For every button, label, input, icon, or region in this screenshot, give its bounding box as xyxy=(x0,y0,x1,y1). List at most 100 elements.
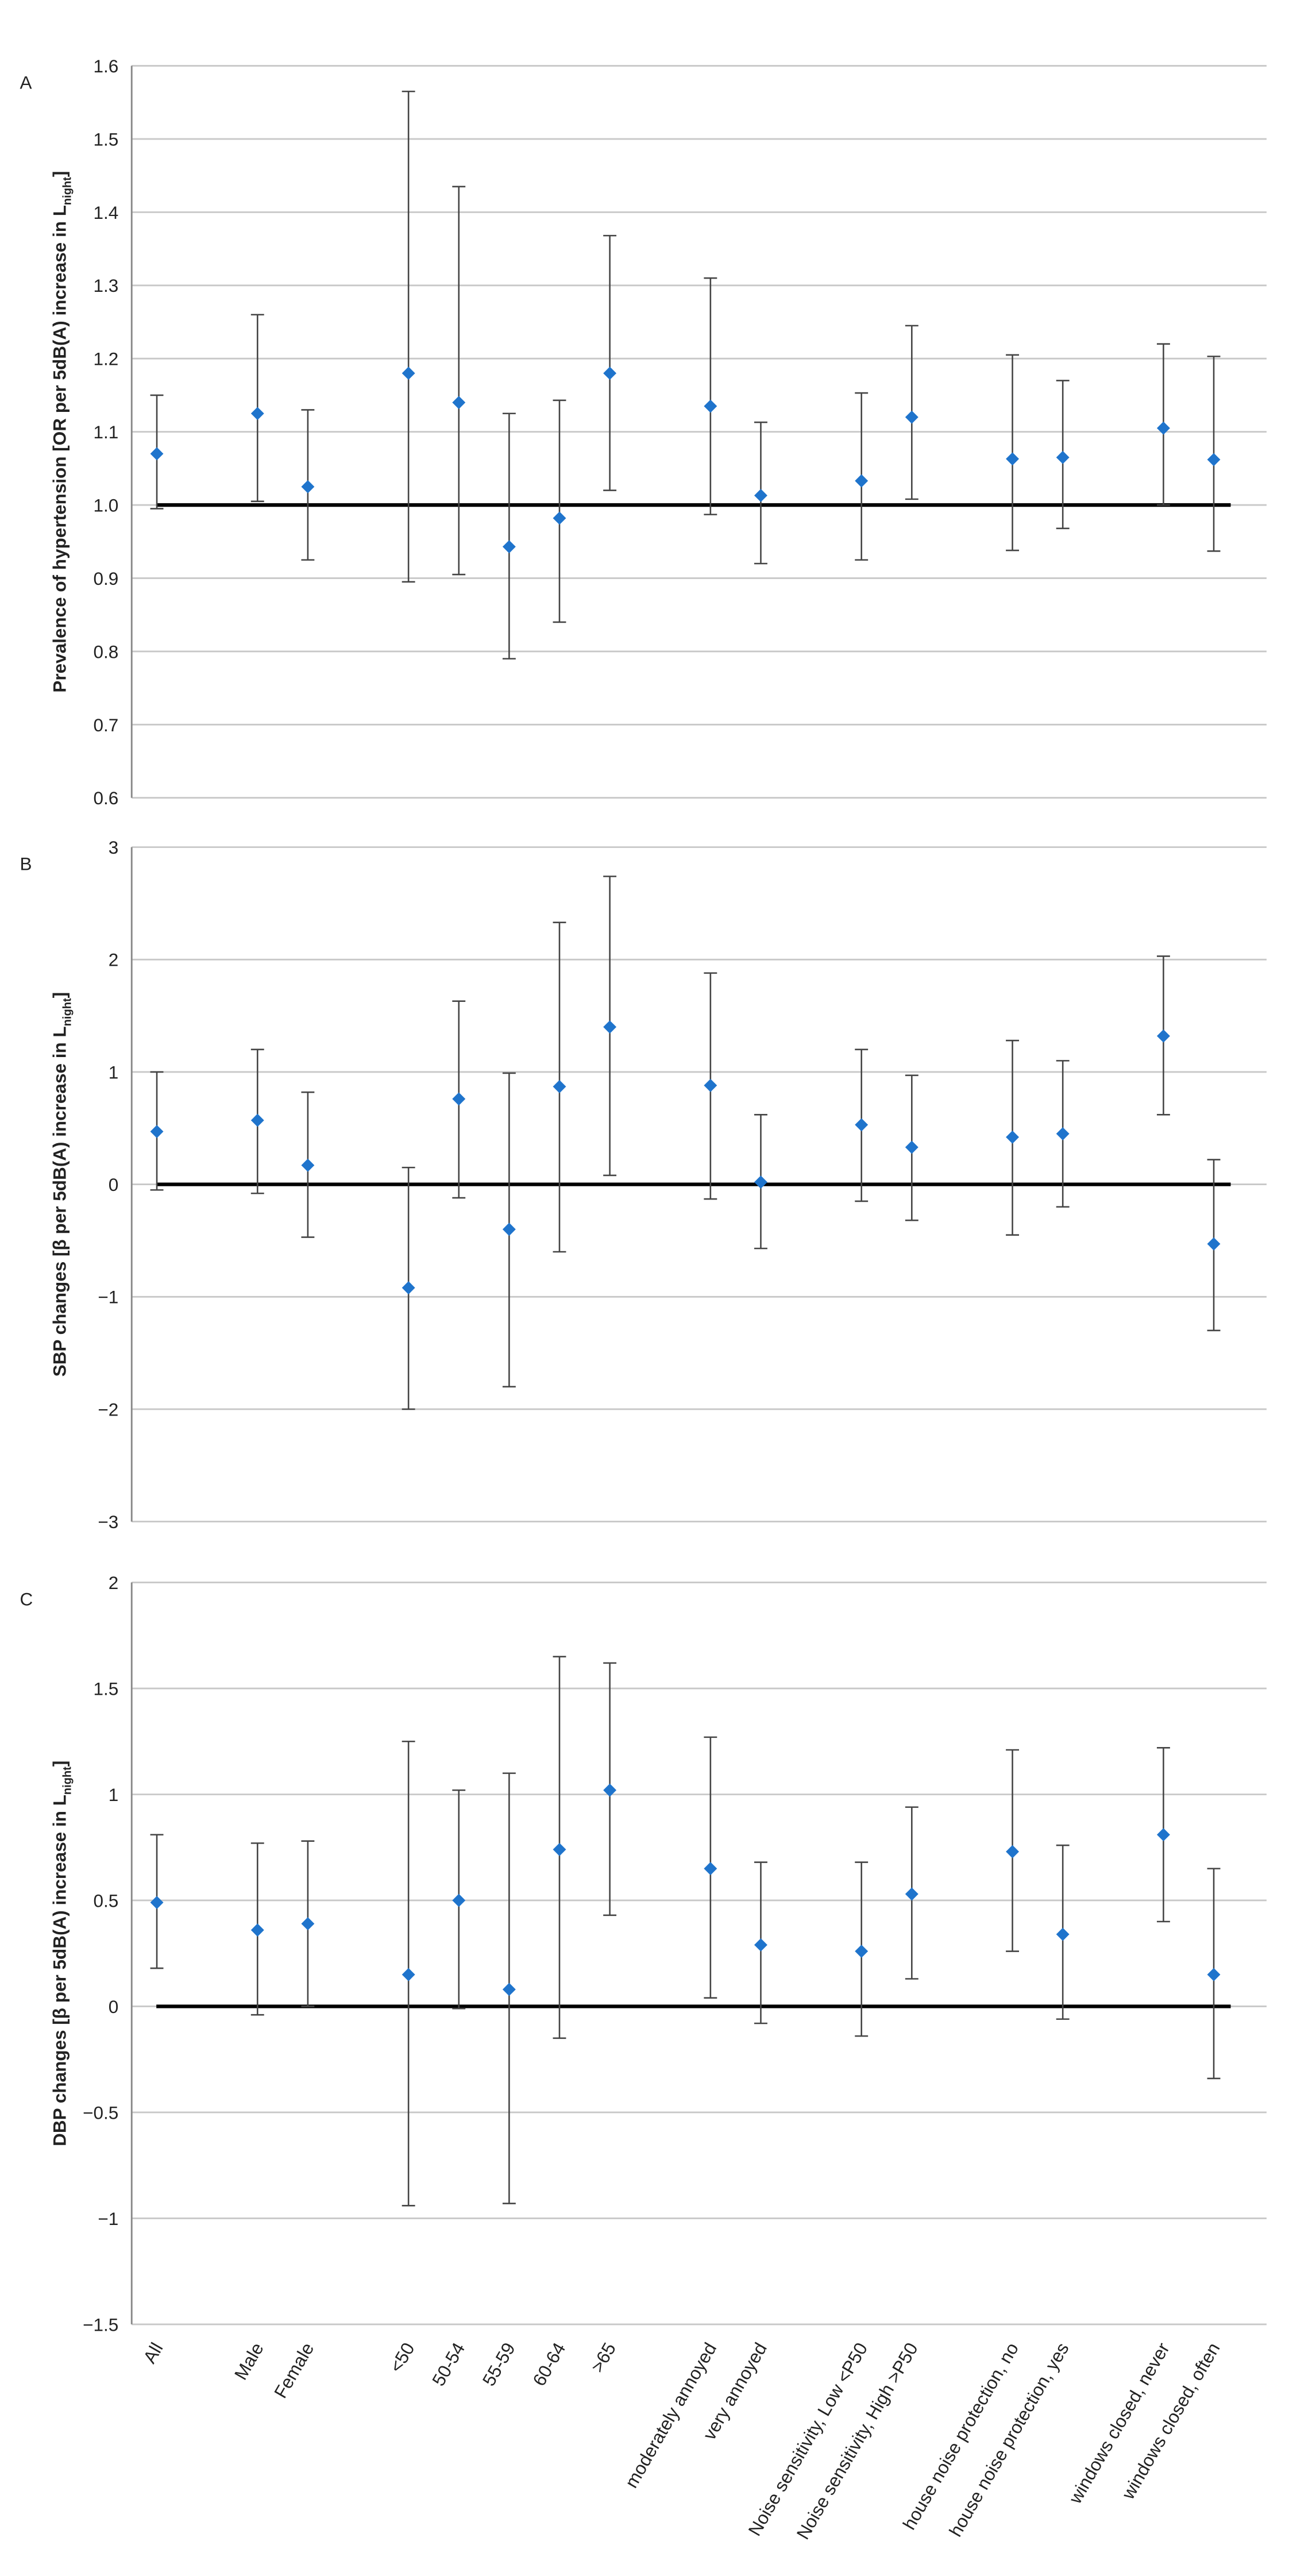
data-point xyxy=(704,1862,717,1876)
data-point xyxy=(250,1113,264,1127)
data-point xyxy=(452,1092,466,1106)
x-tick-label: windows closed, often xyxy=(1117,2339,1224,2503)
data-point xyxy=(1006,1845,1020,1858)
y-axis-label-main: Prevalence of hypertension [OR per 5dB(A… xyxy=(49,205,70,693)
data-point xyxy=(502,1223,516,1236)
data-point xyxy=(704,399,717,413)
y-tick-label: −3 xyxy=(98,1511,118,1532)
y-axis-label-sub: night xyxy=(61,1767,74,1795)
y-axis-label-end: ] xyxy=(49,171,70,178)
y-axis-label: DBP changes [β per 5dB(A) increase in Ln… xyxy=(49,1761,74,2146)
y-tick-label: 2 xyxy=(109,950,119,970)
data-point xyxy=(905,1887,919,1901)
error-bar xyxy=(603,234,617,491)
x-tick-label: Female xyxy=(270,2339,318,2401)
data-point xyxy=(553,1842,566,1856)
x-tick-label: 50-54 xyxy=(428,2339,469,2389)
data-point xyxy=(603,367,617,380)
data-point xyxy=(855,1945,869,1958)
error-bar xyxy=(402,90,415,583)
y-axis-label-end: ] xyxy=(49,1761,70,1767)
error-bar xyxy=(553,399,566,623)
data-point xyxy=(402,1968,415,1981)
data-point xyxy=(402,1281,415,1295)
data-point xyxy=(1156,421,1170,435)
data-point xyxy=(150,1125,164,1139)
y-tick-label: 1.5 xyxy=(94,129,119,149)
data-point xyxy=(855,1118,869,1132)
x-tick-label: 55-59 xyxy=(478,2339,519,2389)
y-tick-label: 1.4 xyxy=(94,202,119,223)
data-point xyxy=(553,511,566,525)
data-point xyxy=(1156,1029,1170,1043)
x-tick-label: <50 xyxy=(385,2339,419,2376)
data-point xyxy=(1207,1968,1221,1981)
data-point xyxy=(905,1140,919,1154)
error-bar xyxy=(452,186,466,576)
y-axis-label-sub: night xyxy=(61,998,74,1026)
y-tick-label: −1 xyxy=(98,2208,118,2229)
error-bar xyxy=(704,277,717,515)
y-tick-label: 0 xyxy=(109,1174,119,1195)
data-point xyxy=(754,489,767,502)
data-point xyxy=(1156,1828,1170,1842)
y-tick-label: 1 xyxy=(109,1784,119,1805)
data-point xyxy=(553,1079,566,1093)
data-point xyxy=(1056,1127,1070,1141)
y-tick-label: 0.7 xyxy=(94,715,119,735)
data-point xyxy=(250,407,264,421)
x-tick-label: Male xyxy=(230,2339,267,2383)
error-bar xyxy=(502,412,516,660)
data-point xyxy=(250,1923,264,1937)
data-point xyxy=(301,1158,315,1172)
y-tick-label: 1.1 xyxy=(94,422,119,442)
y-tick-label: 1.0 xyxy=(94,495,119,516)
y-tick-label: 0.6 xyxy=(94,788,119,808)
data-point xyxy=(754,1938,767,1952)
y-tick-label: 1.6 xyxy=(94,56,119,76)
data-point xyxy=(704,1078,717,1092)
y-tick-label: 3 xyxy=(109,837,119,858)
y-tick-label: 0.8 xyxy=(94,641,119,662)
y-tick-label: 1.5 xyxy=(94,1678,119,1699)
data-point xyxy=(1207,453,1221,466)
data-point xyxy=(905,410,919,424)
x-tick-label: 60-64 xyxy=(528,2339,569,2389)
y-tick-label: −0.5 xyxy=(83,2102,118,2123)
y-tick-label: 1.2 xyxy=(94,349,119,369)
y-tick-label: 2 xyxy=(109,1572,119,1593)
data-point xyxy=(754,1175,767,1189)
data-point xyxy=(301,480,315,493)
x-tick-label: >65 xyxy=(586,2339,620,2376)
data-point xyxy=(603,1020,617,1034)
data-point xyxy=(301,1917,315,1931)
data-point xyxy=(1006,452,1020,466)
panel-label: A xyxy=(20,72,32,93)
y-tick-label: 1 xyxy=(109,1062,119,1082)
data-point xyxy=(452,1894,466,1907)
x-tick-label: moderately annoyed xyxy=(621,2339,721,2491)
y-axis-label-end: ] xyxy=(49,992,70,998)
data-point xyxy=(502,1983,516,1996)
y-axis-label: SBP changes [β per 5dB(A) increase in Ln… xyxy=(49,992,74,1376)
y-axis-label-sub: night xyxy=(61,177,74,205)
panel-label: B xyxy=(20,854,32,874)
y-tick-label: 0.9 xyxy=(94,568,119,589)
y-axis-label-main: SBP changes [β per 5dB(A) increase in L xyxy=(49,1026,70,1376)
data-point xyxy=(402,367,415,380)
data-point xyxy=(1207,1237,1221,1251)
y-axis-label: Prevalence of hypertension [OR per 5dB(A… xyxy=(49,171,74,693)
panel-label: C xyxy=(20,1589,33,1610)
data-point xyxy=(150,1896,164,1910)
data-point xyxy=(1056,450,1070,464)
data-point xyxy=(150,447,164,461)
y-tick-label: 1.3 xyxy=(94,275,119,296)
data-point xyxy=(855,474,869,488)
x-tick-label: All xyxy=(139,2339,167,2366)
data-point xyxy=(452,396,466,410)
y-tick-label: 0 xyxy=(109,1996,119,2017)
data-point xyxy=(1056,1927,1070,1941)
y-axis-label-main: DBP changes [β per 5dB(A) increase in L xyxy=(49,1795,70,2146)
